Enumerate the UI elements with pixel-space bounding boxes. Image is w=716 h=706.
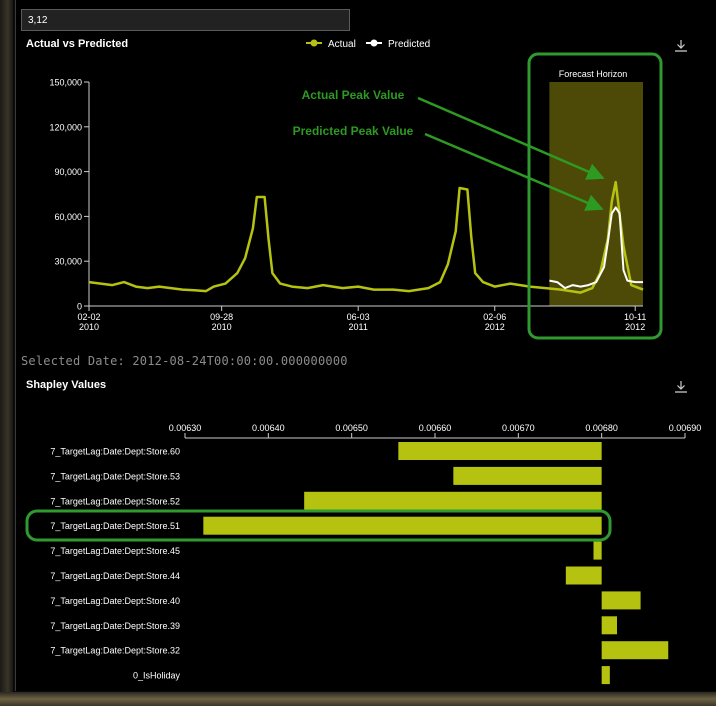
bar-category-label: 7_TargetLag:Date:Dept:Store.53 bbox=[50, 471, 180, 481]
bar[interactable] bbox=[601, 591, 641, 610]
bar-x-axis-ticks: 0.00630 0.00640 0.00650 0.00660 0.00670 0.006… bbox=[169, 423, 702, 438]
bar[interactable] bbox=[453, 466, 602, 485]
forecast-horizon-label: Forecast Horizon bbox=[559, 69, 628, 79]
y-tick-label: 60,000 bbox=[54, 212, 82, 222]
highlight-box-store-51 bbox=[25, 509, 612, 542]
bar-category-label: 7_TargetLag:Date:Dept:Store.44 bbox=[50, 571, 180, 581]
actual-peak-arrow bbox=[417, 96, 605, 180]
bar-chart-title: Shapley Values bbox=[26, 379, 107, 391]
download-icon[interactable] bbox=[673, 38, 689, 54]
y-tick-label: 120,000 bbox=[49, 122, 82, 132]
actual-series-line bbox=[88, 180, 644, 294]
y-tick-label: 90,000 bbox=[54, 167, 82, 177]
line-chart-title: Actual vs Predicted bbox=[26, 38, 129, 50]
bar-x-tick-label: 0.00630 bbox=[169, 423, 202, 433]
bar-category-label: 7_TargetLag:Date:Dept:Store.39 bbox=[50, 621, 180, 631]
x-tick-label: 06-03 bbox=[347, 312, 370, 322]
actual-peak-annotation: Actual Peak Value bbox=[302, 88, 405, 102]
predicted-series-line bbox=[549, 206, 643, 290]
x-tick-year-label: 2012 bbox=[625, 322, 645, 332]
bar[interactable] bbox=[565, 566, 602, 585]
bar-x-tick-label: 0.00690 bbox=[669, 423, 702, 433]
window-frame-bottom bbox=[0, 692, 716, 706]
bar-category-labels: 7_TargetLag:Date:Dept:Store.60 7_TargetLa… bbox=[50, 447, 180, 681]
bar-category-label: 0_IsHoliday bbox=[133, 671, 181, 681]
legend-actual-marker bbox=[310, 39, 318, 47]
x-tick-label: 09-28 bbox=[210, 312, 233, 322]
bar-x-tick-label: 0.00650 bbox=[335, 423, 368, 433]
bar-series bbox=[203, 442, 669, 685]
bar-category-label: 7_TargetLag:Date:Dept:Store.52 bbox=[50, 496, 180, 506]
legend-actual-label: Actual bbox=[328, 39, 356, 50]
x-tick-label: 02-06 bbox=[483, 312, 506, 322]
bar[interactable] bbox=[601, 641, 669, 660]
window-frame-left bbox=[0, 0, 13, 706]
forecast-highlight-box bbox=[527, 52, 663, 340]
x-tick-year-label: 2012 bbox=[485, 322, 505, 332]
x-tick-year-label: 2010 bbox=[212, 322, 232, 332]
x-axis-ticks: 02-02201009-28201006-03201102-06201210-1… bbox=[77, 306, 646, 332]
bar-category-label: 7_TargetLag:Date:Dept:Store.45 bbox=[50, 546, 180, 556]
bar-category-label: 7_TargetLag:Date:Dept:Store.51 bbox=[50, 521, 180, 531]
chart-legend: Actual Predicted bbox=[306, 39, 430, 50]
bar-x-tick-label: 0.00660 bbox=[419, 423, 452, 433]
y-axis-ticks: 150,000 120,000 90,000 60,000 30,000 0 bbox=[49, 78, 89, 312]
y-tick-label: 30,000 bbox=[54, 257, 82, 267]
x-tick-year-label: 2011 bbox=[349, 322, 368, 332]
filter-input[interactable] bbox=[21, 9, 350, 31]
selected-date-label: Selected Date: 2012-08-24T00:00:00.00000… bbox=[21, 354, 348, 368]
bar-category-label: 7_TargetLag:Date:Dept:Store.32 bbox=[50, 646, 180, 656]
x-tick-label: 02-02 bbox=[77, 312, 100, 322]
bar-x-tick-label: 0.00680 bbox=[585, 423, 618, 433]
x-tick-year-label: 2010 bbox=[79, 322, 99, 332]
bar[interactable] bbox=[203, 516, 602, 535]
x-tick-label: 10-11 bbox=[624, 312, 646, 322]
y-tick-label: 150,000 bbox=[49, 78, 82, 88]
y-tick-label: 0 bbox=[77, 302, 82, 312]
predicted-peak-arrow bbox=[424, 132, 604, 211]
bar-category-label: 7_TargetLag:Date:Dept:Store.60 bbox=[50, 447, 180, 457]
bar-x-tick-label: 0.00640 bbox=[252, 423, 285, 433]
bar[interactable] bbox=[601, 616, 617, 635]
bar[interactable] bbox=[593, 541, 602, 560]
predicted-peak-annotation: Predicted Peak Value bbox=[293, 124, 414, 138]
bar-category-label: 7_TargetLag:Date:Dept:Store.40 bbox=[50, 596, 180, 606]
download-icon[interactable] bbox=[673, 379, 689, 395]
bar-x-tick-label: 0.00670 bbox=[502, 423, 535, 433]
bar[interactable] bbox=[601, 666, 610, 685]
legend-predicted-label: Predicted bbox=[388, 39, 430, 50]
bar[interactable] bbox=[304, 491, 602, 510]
bar[interactable] bbox=[398, 442, 602, 460]
legend-predicted-marker bbox=[370, 39, 378, 47]
